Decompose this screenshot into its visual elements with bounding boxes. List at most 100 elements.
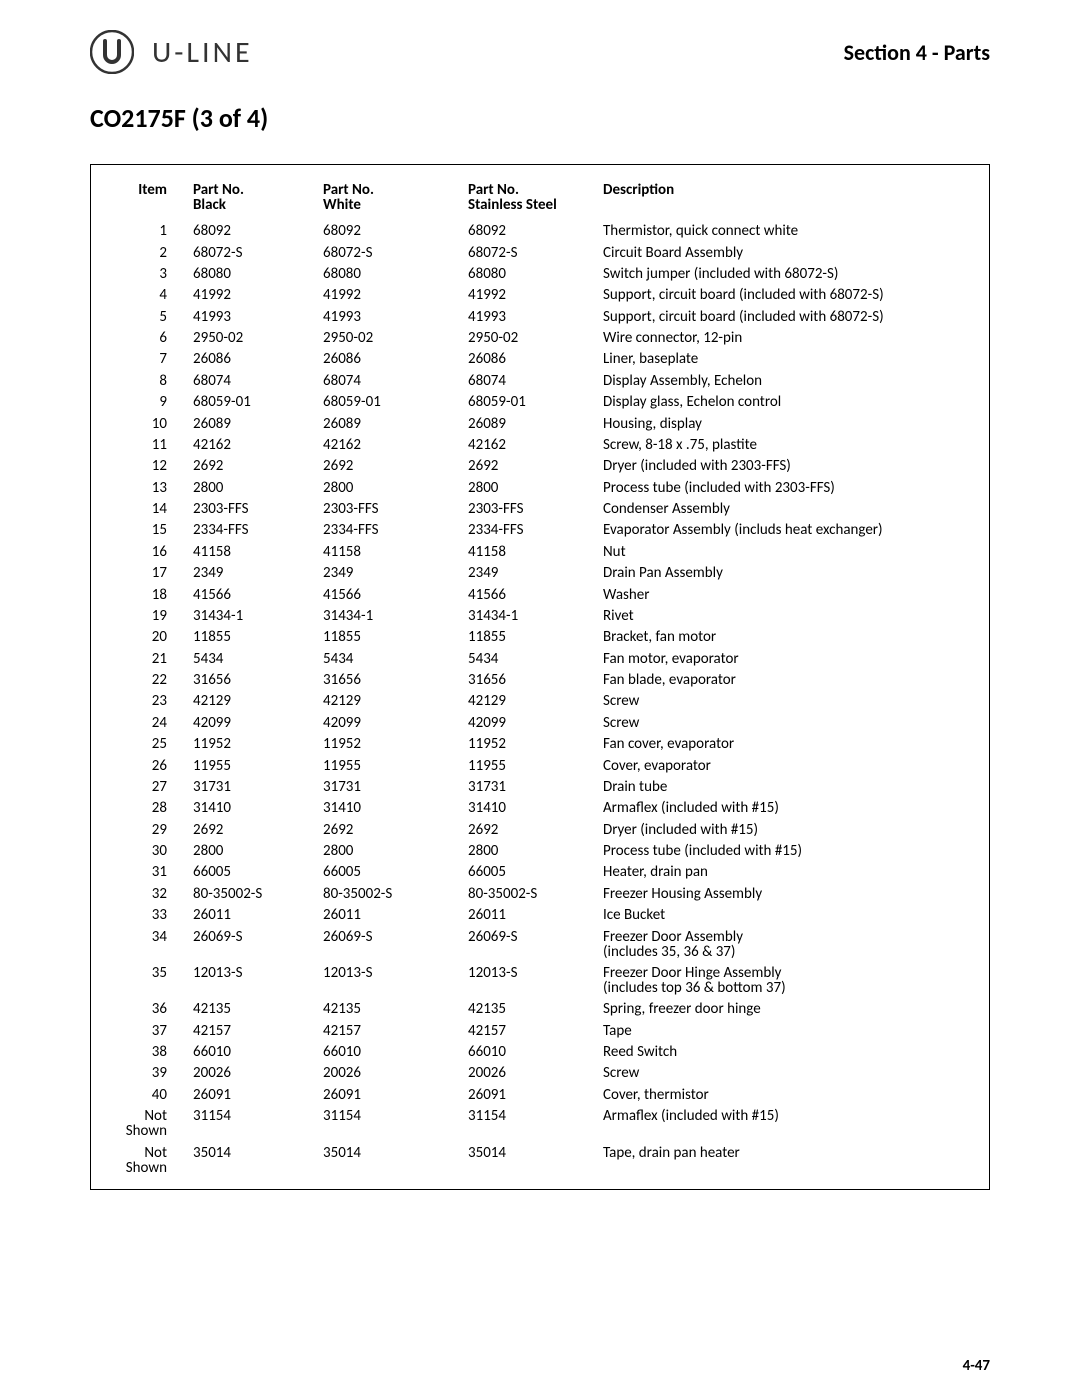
cell-item: 1 (119, 221, 189, 242)
table-row: 31660056600566005Heater, drain pan (119, 862, 961, 883)
cell-item: 30 (119, 841, 189, 862)
cell-item: 32 (119, 884, 189, 905)
cell-part-white: 42157 (319, 1021, 464, 1042)
cell-part-white: 26011 (319, 905, 464, 926)
cell-part-stainless: 68092 (464, 221, 599, 242)
cell-part-black: 31656 (189, 670, 319, 691)
cell-description: Process tube (included with #15) (599, 841, 961, 862)
cell-description: Drain Pan Assembly (599, 563, 961, 584)
cell-part-white: 2303-FFS (319, 499, 464, 520)
cell-item: 21 (119, 649, 189, 670)
cell-part-white: 68074 (319, 371, 464, 392)
cell-part-white: 42162 (319, 435, 464, 456)
cell-description: Screw, 8-18 x .75, plastite (599, 435, 961, 456)
cell-part-black: 2692 (189, 456, 319, 477)
table-row: 22316563165631656Fan blade, evaporator (119, 670, 961, 691)
cell-part-stainless: 31731 (464, 777, 599, 798)
brand-name: U-LINE (152, 34, 253, 71)
cell-description: Freezer Door Assembly(includes 35, 36 & … (599, 926, 961, 962)
cell-part-black: 11855 (189, 627, 319, 648)
table-row: 25119521195211952Fan cover, evaporator (119, 734, 961, 755)
table-row: 21543454345434Fan motor, evaporator (119, 649, 961, 670)
table-row: 40260912609126091Cover, thermistor (119, 1085, 961, 1106)
cell-description: Nut (599, 542, 961, 563)
table-row: 10260892608926089Housing, display (119, 413, 961, 434)
table-row: 28314103141031410Armaflex (included with… (119, 798, 961, 819)
u-line-logo-icon (90, 30, 134, 74)
cell-part-white: 41992 (319, 285, 464, 306)
cell-part-black: 31410 (189, 798, 319, 819)
cell-item: 3 (119, 264, 189, 285)
col-header-description: Description (599, 179, 961, 221)
cell-description: Display glass, Echelon control (599, 392, 961, 413)
table-header: Item Part No. Black Part No. White Part … (119, 179, 961, 221)
cell-part-black: 41992 (189, 285, 319, 306)
cell-part-stainless: 31656 (464, 670, 599, 691)
cell-part-stainless: 26089 (464, 413, 599, 434)
cell-item: 36 (119, 999, 189, 1020)
cell-description: Armaflex (included with #15) (599, 1106, 961, 1142)
cell-description: Spring, freezer door hinge (599, 999, 961, 1020)
cell-part-white: 26086 (319, 349, 464, 370)
cell-part-white: 31434-1 (319, 606, 464, 627)
cell-item: 33 (119, 905, 189, 926)
cell-description: Display Assembly, Echelon (599, 371, 961, 392)
col-header-sub: Black (193, 198, 315, 213)
table-row: NotShown311543115431154Armaflex (include… (119, 1106, 961, 1142)
page-title: CO2175F (3 of 4) (90, 102, 990, 134)
table-row: 20118551185511855Bracket, fan motor (119, 627, 961, 648)
cell-part-stainless: 35014 (464, 1142, 599, 1178)
cell-part-black: 41993 (189, 307, 319, 328)
cell-part-stainless: 11855 (464, 627, 599, 648)
cell-item: 10 (119, 413, 189, 434)
cell-part-white: 42135 (319, 999, 464, 1020)
cell-part-stainless: 2349 (464, 563, 599, 584)
cell-description: Dryer (included with #15) (599, 820, 961, 841)
cell-part-stainless: 41993 (464, 307, 599, 328)
cell-part-white: 26091 (319, 1085, 464, 1106)
table-row: 62950-022950-022950-02Wire connector, 12… (119, 328, 961, 349)
table-row: 30280028002800Process tube (included wit… (119, 841, 961, 862)
cell-description: Tape (599, 1021, 961, 1042)
cell-item: 6 (119, 328, 189, 349)
cell-part-black: 11955 (189, 755, 319, 776)
cell-part-stainless: 31410 (464, 798, 599, 819)
cell-description: Armaflex (included with #15) (599, 798, 961, 819)
cell-part-black: 42099 (189, 713, 319, 734)
cell-item: 5 (119, 307, 189, 328)
cell-part-stainless: 42162 (464, 435, 599, 456)
table-row: 3512013-S12013-S12013-SFreezer Door Hing… (119, 963, 961, 999)
col-header-black: Part No. Black (189, 179, 319, 221)
cell-part-stainless: 41992 (464, 285, 599, 306)
col-header-white: Part No. White (319, 179, 464, 221)
cell-part-white: 41566 (319, 584, 464, 605)
table-row: 13280028002800Process tube (included wit… (119, 478, 961, 499)
cell-part-white: 2349 (319, 563, 464, 584)
cell-part-stainless: 41566 (464, 584, 599, 605)
cell-part-white: 31656 (319, 670, 464, 691)
cell-part-stainless: 42099 (464, 713, 599, 734)
cell-part-black: 35014 (189, 1142, 319, 1178)
cell-description: Support, circuit board (included with 68… (599, 307, 961, 328)
table-row: 8680746807468074Display Assembly, Echelo… (119, 371, 961, 392)
cell-part-black: 26091 (189, 1085, 319, 1106)
cell-part-stainless: 41158 (464, 542, 599, 563)
cell-description: Housing, display (599, 413, 961, 434)
cell-part-white: 11955 (319, 755, 464, 776)
cell-part-stainless: 5434 (464, 649, 599, 670)
cell-item: 4 (119, 285, 189, 306)
cell-part-black: 26086 (189, 349, 319, 370)
cell-part-stainless: 2692 (464, 456, 599, 477)
cell-part-white: 11855 (319, 627, 464, 648)
cell-part-black: 2800 (189, 841, 319, 862)
cell-part-white: 42129 (319, 691, 464, 712)
cell-part-black: 2349 (189, 563, 319, 584)
cell-part-white: 42099 (319, 713, 464, 734)
cell-part-black: 42162 (189, 435, 319, 456)
cell-part-stainless: 2303-FFS (464, 499, 599, 520)
cell-item: 14 (119, 499, 189, 520)
cell-description: Screw (599, 713, 961, 734)
table-row: 3280-35002-S80-35002-S80-35002-SFreezer … (119, 884, 961, 905)
cell-item: 24 (119, 713, 189, 734)
cell-part-black: 42135 (189, 999, 319, 1020)
